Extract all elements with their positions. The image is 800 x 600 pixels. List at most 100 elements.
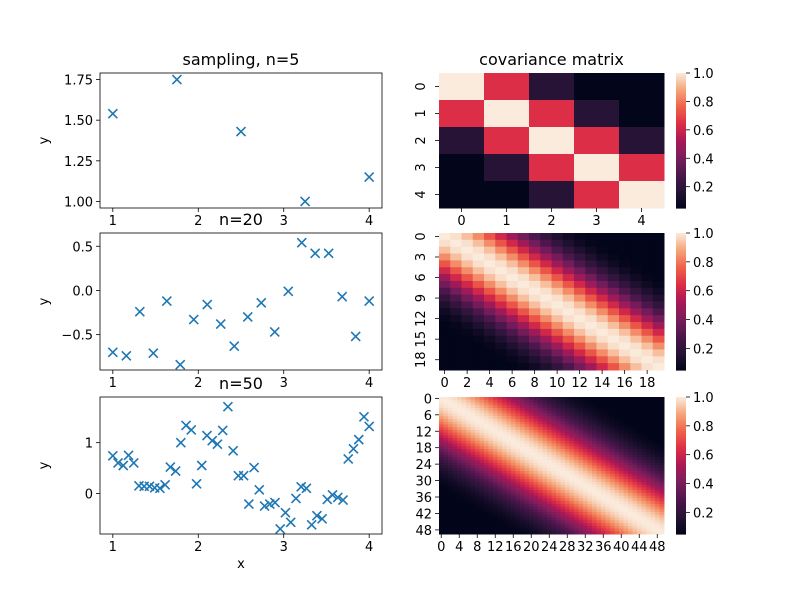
heatmap-cell (560, 421, 566, 425)
heatmap-cell (562, 342, 575, 350)
heatmap-cell (533, 440, 539, 445)
colorbar-segment (676, 276, 686, 280)
heatmap-cell (529, 438, 534, 442)
heatmap-cell (592, 432, 597, 436)
heatmap-cell (578, 438, 584, 442)
heatmap-cell (659, 490, 665, 494)
heatmap-cell (470, 457, 476, 461)
heatmap-cell (619, 443, 624, 447)
heatmap-cell (646, 440, 651, 445)
heatmap-cell (452, 399, 458, 403)
colorbar-segment (676, 237, 686, 241)
data-point (311, 510, 322, 521)
heatmap-cell (533, 498, 539, 502)
heatmap-cell (583, 484, 588, 488)
heatmap-cell (475, 517, 480, 521)
heatmap-cell (556, 490, 561, 494)
heatmap-cell (493, 457, 498, 461)
heatmap-cell (619, 181, 665, 209)
heatmap-cell (556, 509, 561, 513)
heatmap-cell (517, 239, 530, 248)
heatmap-cell (574, 525, 579, 530)
colorbar-segment (676, 274, 686, 277)
heatmap-cell (493, 460, 498, 464)
heatmap-cell (497, 438, 503, 442)
heatmap-cell (506, 429, 512, 434)
heatmap-cell (484, 517, 489, 521)
heatmap-cell (601, 473, 606, 477)
heatmap-cell (632, 454, 638, 458)
heatmap-cell (502, 520, 507, 524)
heatmap-cell (484, 181, 530, 209)
heatmap-cell (484, 440, 489, 445)
data-point (317, 513, 328, 524)
heatmap-cell (619, 363, 631, 371)
heatmap-cell (488, 424, 494, 428)
heatmap-cell (565, 421, 570, 425)
heatmap-cell (610, 397, 615, 401)
heatmap-cell (556, 402, 561, 406)
heatmap-cell (565, 479, 570, 483)
heatmap-cell (515, 454, 521, 458)
heatmap-cell (614, 531, 620, 535)
heatmap-cell (569, 503, 575, 508)
heatmap-cell (574, 476, 579, 480)
heatmap-cell (596, 525, 602, 530)
heatmap-cell (623, 473, 629, 477)
heatmap-cell (605, 418, 611, 423)
heatmap-cell (529, 506, 534, 510)
heatmap-cell (556, 446, 561, 450)
heatmap-cell (652, 356, 665, 364)
heatmap-cell (506, 435, 512, 439)
heatmap-cell (560, 402, 566, 406)
heatmap-cell (450, 315, 462, 323)
heatmap-cell (551, 301, 564, 309)
heatmap-cell (610, 481, 615, 486)
heatmap-cell (520, 517, 525, 521)
heatmap-cell (520, 424, 525, 428)
colorbar-segment (676, 508, 686, 512)
heatmap-cell (517, 267, 530, 275)
heatmap-cell (587, 523, 593, 527)
colorbar-segment (676, 194, 686, 198)
heatmap-cell (529, 479, 534, 483)
heatmap-cell (578, 457, 584, 461)
colorbar-segment (676, 424, 686, 428)
heatmap-cell (448, 470, 453, 475)
heatmap-cell (488, 531, 494, 535)
colorbar-segment (676, 136, 686, 139)
heatmap-cell (488, 514, 494, 519)
heatmap-cell (497, 440, 503, 445)
heatmap-cell (607, 315, 620, 323)
heatmap-cell (650, 470, 656, 475)
heatmap-cell (448, 438, 453, 442)
heatmap-cell (547, 429, 552, 434)
heatmap-cell (472, 342, 485, 350)
heatmap-cell (632, 479, 638, 483)
heatmap-cell (461, 267, 474, 275)
heatmap-cell (479, 424, 485, 428)
heatmap-cell (583, 470, 588, 475)
heatmap-cell (484, 308, 496, 316)
heatmap-cell (574, 402, 579, 406)
heatmap-cell (659, 528, 665, 532)
heatmap-cell (470, 427, 476, 431)
heatmap-cell (493, 495, 498, 499)
heatmap-cell (506, 514, 512, 519)
x-tick-label: 20 (523, 540, 540, 555)
heatmap-cell (479, 454, 485, 458)
heatmap-cell (605, 525, 611, 530)
heatmap-cell (488, 399, 494, 403)
heatmap-cell (551, 260, 564, 268)
heatmap-cell (497, 451, 503, 456)
colorbar-segment (676, 497, 686, 501)
heatmap-cell (542, 397, 548, 401)
heatmap-cell (551, 363, 564, 371)
heatmap-cell (596, 473, 602, 477)
heatmap-cell (493, 528, 498, 532)
heatmap-cell (533, 397, 539, 401)
heatmap-cell (470, 462, 476, 466)
heatmap-cell (466, 468, 471, 472)
colorbar-segment (676, 444, 686, 448)
heatmap-cell (506, 335, 519, 344)
